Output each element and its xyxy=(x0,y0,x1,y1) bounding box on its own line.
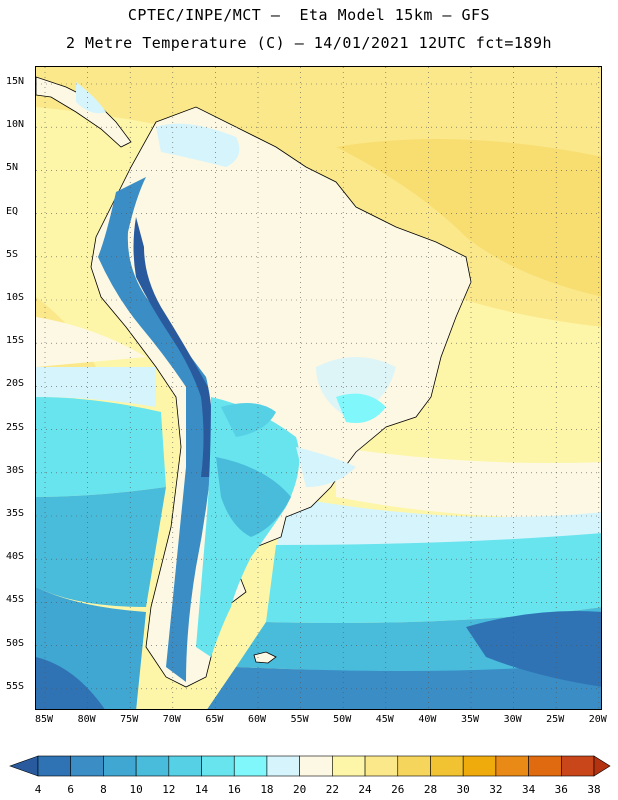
lon-label: 25W xyxy=(546,714,565,725)
colorbar-tick-label: 24 xyxy=(358,783,372,796)
lon-label: 80W xyxy=(77,714,96,725)
parana-region xyxy=(296,447,356,487)
colorbar-tick-label: 14 xyxy=(194,783,209,796)
map-title: CPTEC/INPE/MCT – Eta Model 15km – GFS xyxy=(127,6,491,24)
lat-label: 25S xyxy=(6,421,25,433)
cold-atlantic-band xyxy=(266,533,601,623)
lon-label: 60W xyxy=(247,714,267,725)
colorbar-box xyxy=(332,755,366,777)
lat-label: 5N xyxy=(6,162,19,174)
colorbar-tick-label: 8 xyxy=(100,783,107,796)
colorbar-box xyxy=(528,755,562,777)
colorbar-tick-label: 38 xyxy=(587,783,601,796)
colorbar-box xyxy=(103,755,137,777)
lon-label: 50W xyxy=(333,714,352,725)
colorbar xyxy=(9,755,611,777)
southeast-brazil-cool xyxy=(336,393,386,423)
lon-label: 35W xyxy=(460,714,480,725)
lon-label: 70W xyxy=(162,714,181,725)
falkland-islands xyxy=(253,651,277,664)
lat-label: 5S xyxy=(6,248,19,260)
lon-label: 30W xyxy=(503,714,522,725)
hot-core-band xyxy=(336,139,601,297)
colorbar-tick-label: 34 xyxy=(521,783,536,796)
lon-label: 75W xyxy=(120,714,139,725)
colorbar-tick-label: 32 xyxy=(489,783,503,796)
lat-label: 15N xyxy=(6,76,25,87)
colder-pacific-band xyxy=(36,487,166,607)
andes-high-region xyxy=(133,217,213,477)
map-panel xyxy=(35,66,602,710)
colorbar-arrow-high xyxy=(593,755,611,777)
colorbar-tick-label: 16 xyxy=(227,783,241,796)
cool-atlantic-band xyxy=(276,497,601,547)
colorbar-box xyxy=(233,755,268,777)
lon-label: 65W xyxy=(205,714,224,725)
lat-label: 10S xyxy=(6,292,25,303)
colorbar-tick-label: 10 xyxy=(129,783,143,796)
map-subtitle: 2 Metre Temperature (C) – 14/01/2021 12U… xyxy=(65,34,553,52)
colorbar-tick-label: 26 xyxy=(391,783,405,796)
brazil-highlands xyxy=(316,357,396,417)
lon-label: 45W xyxy=(375,714,394,725)
colorbar-box xyxy=(201,755,235,777)
coldest-atlantic-band xyxy=(207,662,601,709)
lat-label: 50S xyxy=(6,637,25,649)
lon-label: 55W xyxy=(290,714,309,725)
guiana-highlands xyxy=(156,123,240,167)
temperature-map xyxy=(36,67,601,709)
colorbar-box xyxy=(299,755,333,777)
colorbar-tick-label: 12 xyxy=(162,783,176,796)
cold-pacific-band xyxy=(36,397,166,497)
cool-pacific-band xyxy=(36,367,156,407)
colorbar-box xyxy=(560,755,595,777)
colorbar-box xyxy=(135,755,170,777)
pampas-cool-region xyxy=(216,457,291,537)
colorbar-box xyxy=(266,755,300,777)
lat-label: 55S xyxy=(6,680,25,692)
chaco-region xyxy=(221,403,276,437)
colorbar-box xyxy=(37,755,72,777)
deep-pacific-band xyxy=(36,657,105,709)
colorbar-tick-label: 20 xyxy=(293,783,307,796)
andes-cold-region xyxy=(98,177,213,682)
colorbar-tick-label: 36 xyxy=(554,783,568,796)
colorbar-box xyxy=(495,755,529,777)
colorbar-box xyxy=(364,755,399,777)
colorbar-arrow-low xyxy=(9,755,39,777)
lon-label: 20W xyxy=(588,714,607,725)
lat-label: 40S xyxy=(6,551,25,563)
lat-label: 20S xyxy=(6,378,25,390)
lat-label: 10N xyxy=(6,119,25,131)
lat-label: 15S xyxy=(6,335,25,347)
lon-label: 40W xyxy=(418,714,437,725)
deep-atlantic-band xyxy=(466,611,601,687)
colorbar-tick-label: 30 xyxy=(456,783,470,796)
colorbar-box xyxy=(70,755,104,777)
mild-atlantic-band xyxy=(336,447,601,518)
colorbar-tick-label: 22 xyxy=(325,783,339,796)
lat-label: 45S xyxy=(6,594,25,606)
colorbar-tick-label: 28 xyxy=(423,783,438,796)
central-america-highlands xyxy=(76,82,106,114)
lat-label: 35S xyxy=(6,508,25,519)
colorbar-box xyxy=(168,755,202,777)
lon-label: 85W xyxy=(34,714,54,725)
mild-pacific-band xyxy=(36,317,146,367)
colorbar-box xyxy=(462,755,497,777)
colorbar-tick-label: 18 xyxy=(260,783,274,796)
colorbar-box xyxy=(397,755,431,777)
lat-label: EQ xyxy=(6,205,19,217)
colorbar-tick-label: 6 xyxy=(67,783,75,796)
colorbar-box xyxy=(430,755,464,777)
colorbar-tick-label: 4 xyxy=(34,783,42,796)
lat-label: 30S xyxy=(6,464,25,476)
